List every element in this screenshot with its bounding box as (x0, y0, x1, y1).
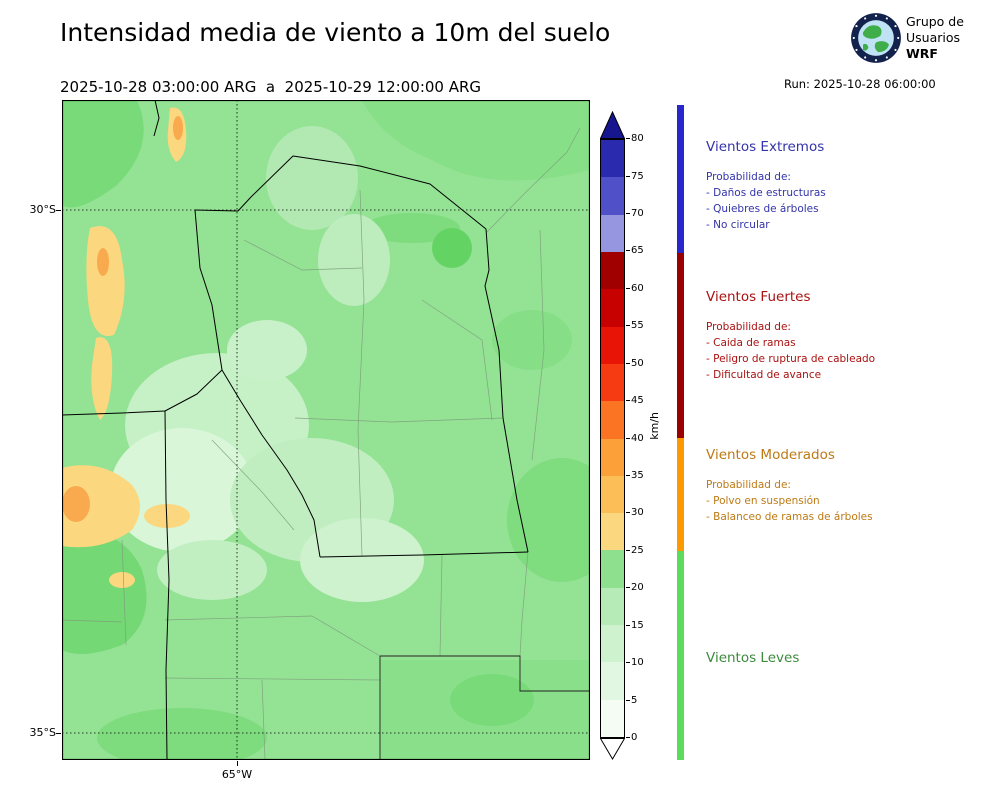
page-title: Intensidad media de viento a 10m del sue… (60, 18, 611, 47)
colorbar-over-arrow (600, 111, 625, 139)
colorbar-segment (601, 699, 624, 737)
wind-intensity-map (61, 99, 617, 768)
logo-text: Grupo de Usuarios WRF (906, 14, 964, 62)
wrf-globe-logo-icon (851, 13, 901, 63)
strip-extremos (677, 105, 684, 253)
colorbar-tick-label: 25 (626, 545, 653, 557)
logo-line-3: WRF (906, 46, 938, 61)
colorbar-under-arrow (600, 738, 625, 760)
legend-category-leves: Vientos Leves (706, 650, 991, 666)
colorbar-segment (601, 625, 624, 663)
legend-item: - Balanceo de ramas de árboles (706, 511, 873, 523)
legend-title-fuertes: Vientos Fuertes (706, 289, 811, 305)
model-run-label: Run: 2025-10-28 06:00:00 (784, 77, 936, 91)
colorbar (600, 139, 625, 738)
colorbar-tick-label: 75 (626, 171, 653, 183)
colorbar-tick-label: 35 (626, 470, 653, 482)
colorbar-tick-label: 15 (626, 620, 653, 632)
lat-label-30s: 30°S (29, 203, 56, 216)
legend-prob-label: Probabilidad de: (706, 321, 791, 333)
legend-prob-label: Probabilidad de: (706, 171, 791, 183)
colorbar-segment (601, 177, 624, 215)
colorbar-tick-label: 50 (626, 358, 653, 370)
colorbar-segment (601, 214, 624, 252)
colorbar-tick-label: 10 (626, 657, 653, 669)
logo-line-2: Usuarios (906, 30, 961, 45)
colorbar-tick-label: 0 (626, 732, 653, 744)
colorbar-tick-label: 80 (626, 133, 653, 145)
category-color-strip (677, 105, 684, 760)
legend-title-moderados: Vientos Moderados (706, 447, 835, 463)
legend-item: - Polvo en suspensión (706, 495, 820, 507)
legend-item: - Daños de estructuras (706, 187, 826, 199)
legend-item: - Quiebres de árboles (706, 203, 819, 215)
colorbar-tick-label: 70 (626, 208, 653, 220)
strip-fuertes (677, 253, 684, 438)
colorbar-tick-label: 20 (626, 582, 653, 594)
lat-tick-30s (56, 210, 61, 211)
legend-item: - Peligro de ruptura de cableado (706, 353, 876, 365)
legend-item: - Dificultad de avance (706, 369, 822, 381)
lat-tick-35s (56, 733, 61, 734)
legend-category-moderados: Vientos Moderados Probabilidad de: - Pol… (706, 447, 991, 525)
colorbar-tick-label: 60 (626, 283, 653, 295)
strip-leves (677, 551, 684, 760)
colorbar-segment (601, 438, 624, 476)
colorbar-segment (601, 363, 624, 402)
colorbar-tick-label: 65 (626, 245, 653, 257)
colorbar-tick-label: 5 (626, 695, 653, 707)
colorbar-segment (601, 475, 624, 514)
colorbar-segment (601, 587, 624, 626)
colorbar-segment (601, 550, 624, 588)
strip-moderados (677, 438, 684, 551)
colorbar-segment (601, 513, 624, 551)
forecast-period: 2025-10-28 03:00:00 ARG a 2025-10-29 12:… (60, 78, 482, 96)
colorbar-segment (601, 251, 624, 290)
legend-item: - Caida de ramas (706, 337, 796, 349)
legend-category-extremos: Vientos Extremos Probabilidad de: - Daño… (706, 139, 991, 233)
legend-prob-label: Probabilidad de: (706, 479, 791, 491)
lat-label-35s: 35°S (29, 726, 56, 739)
colorbar-unit-label: km/h (648, 412, 661, 440)
legend-item: - No circular (706, 219, 770, 231)
colorbar-segment (601, 401, 624, 439)
colorbar-tick-label: 45 (626, 395, 653, 407)
lon-tick-65w (237, 761, 238, 766)
legend-title-leves: Vientos Leves (706, 650, 800, 666)
legend-category-fuertes: Vientos Fuertes Probabilidad de: - Caida… (706, 289, 991, 383)
legend-title-extremos: Vientos Extremos (706, 139, 825, 155)
lon-label-65w: 65°W (221, 768, 253, 781)
colorbar-segment (601, 662, 624, 700)
colorbar-segment (601, 140, 624, 178)
colorbar-tick-label: 40 (626, 433, 653, 445)
colorbar-segment (601, 289, 624, 327)
logo-line-1: Grupo de (906, 14, 964, 29)
colorbar-tick-label: 55 (626, 320, 653, 332)
colorbar-tick-label: 30 (626, 507, 653, 519)
colorbar-segment (601, 326, 624, 364)
